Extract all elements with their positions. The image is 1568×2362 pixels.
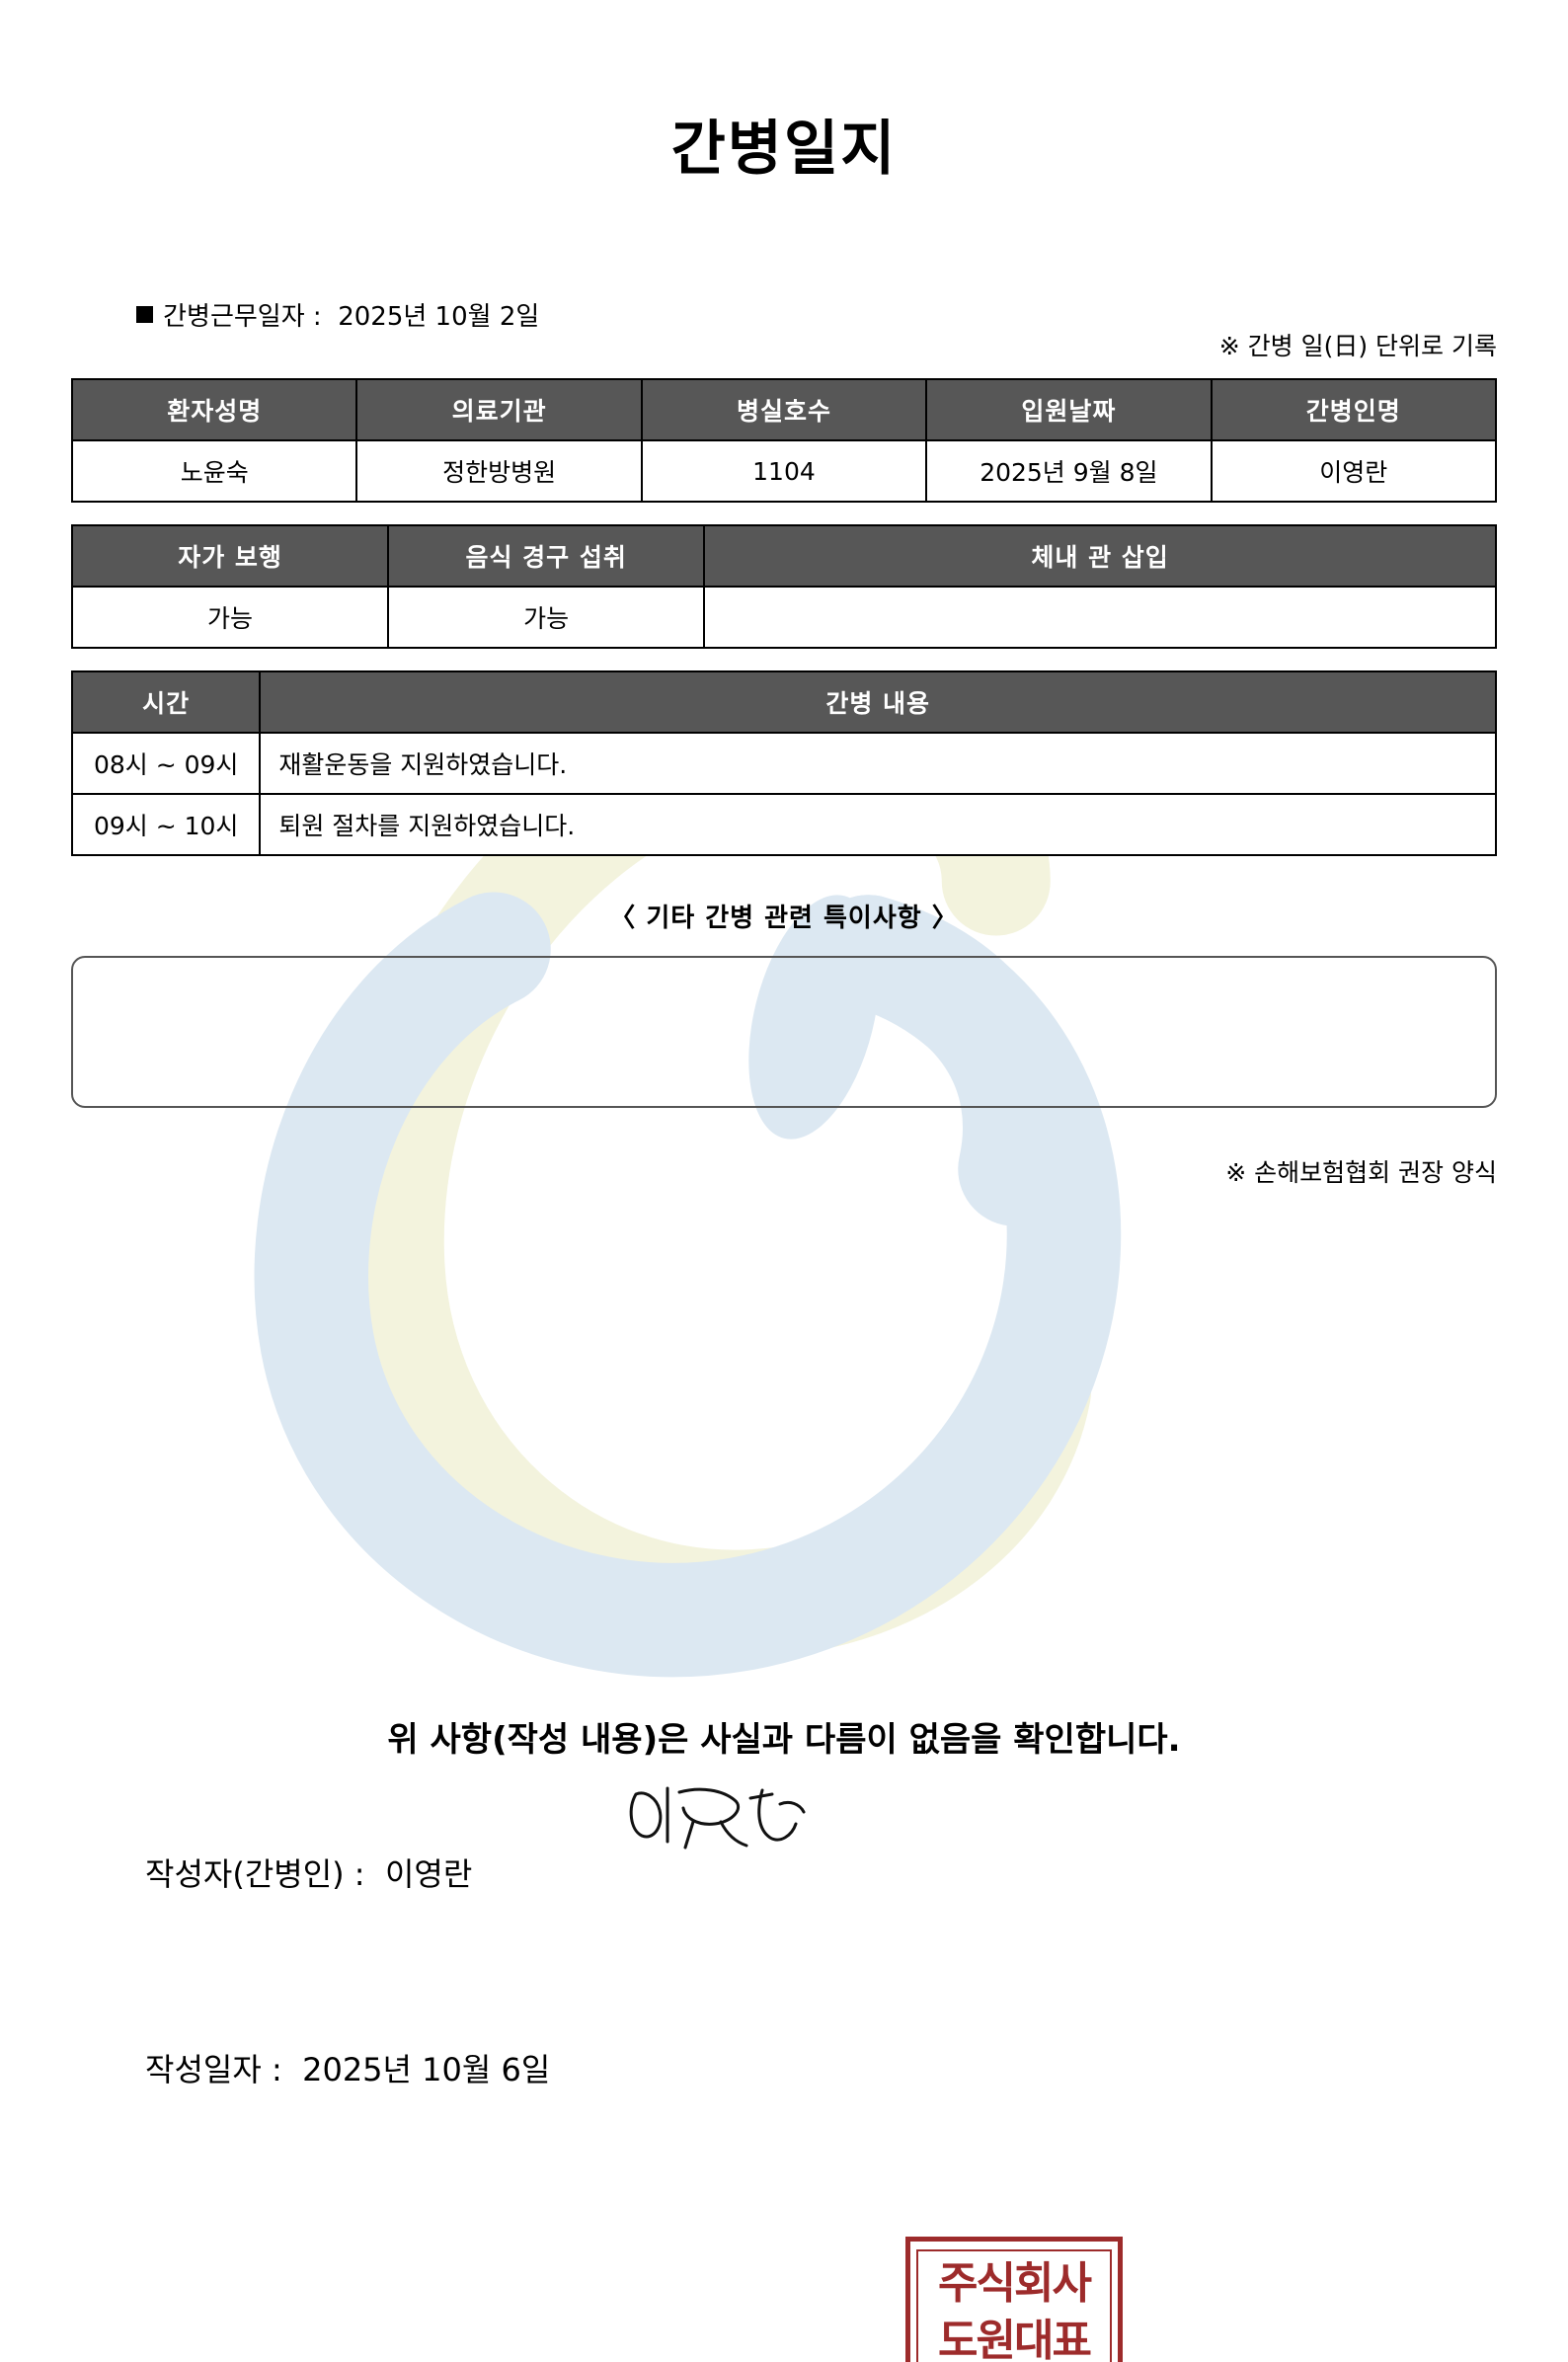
header-admission-date: 입원날짜 [925,378,1213,441]
meta-row: 간병근무일자 : 2025년 10월 2일 ※ 간병 일(日) 단위로 기록 [71,267,1497,362]
header-internal-tube-insertion: 체내 관 삽입 [703,524,1497,588]
handwritten-signature [629,1786,806,1850]
value-time-2: 09시 ~ 10시 [70,793,262,856]
company-signature-row: 주식회사 도원 대표이사 주식회사 도원대표 이사의인 [71,2237,1497,2362]
patient-condition-table: 자가 보행 음식 경구 섭취 체내 관 삽입 가능 가능 [70,524,1497,649]
value-patient-name: 노윤숙 [70,439,358,503]
value-admission-date: 2025년 9월 8일 [925,439,1213,503]
value-internal-tube-insertion [703,586,1497,649]
seal-line-1: 주식회사 [938,2258,1092,2309]
header-patient-name: 환자성명 [70,378,358,441]
care-log-table: 시간 간병 내용 08시 ~ 09시 재활운동을 지원하였습니다. 09시 ~ … [70,670,1497,856]
table-header-row: 환자성명 의료기관 병실호수 입원날짜 간병인명 [70,378,1498,441]
value-care-content-1: 재활운동을 지원하였습니다. [259,732,1497,795]
author-line: 작성자(간병인) : 이영란 [71,1786,1497,1970]
seal-line-2: 도원대표 [938,2316,1092,2362]
header-care-content: 간병 내용 [259,670,1497,734]
header-caregiver-name: 간병인명 [1210,378,1498,441]
value-room-number: 1104 [640,439,928,503]
author-name: 이영란 [384,1855,473,1893]
form-source-note: ※ 손해보험협회 권장 양식 [1225,1158,1497,1187]
header-oral-food-intake: 음식 경구 섭취 [387,524,706,588]
work-date-block: 간병근무일자 : 2025년 10월 2일 [71,267,539,362]
value-time-1: 08시 ~ 09시 [70,732,262,795]
header-room-number: 병실호수 [640,378,928,441]
confirmation-statement: 위 사항(작성 내용)은 사실과 다름이 없음을 확인합니다. [387,1720,1181,1760]
company-seal-stamp: 주식회사 도원대표 이사의인 [905,2237,1123,2362]
table-row: 가능 가능 [70,586,1497,649]
table-row: 09시 ~ 10시 퇴원 절차를 지원하였습니다. [70,793,1497,856]
written-date-label: 작성일자 : [145,2051,282,2088]
header-self-ambulation: 자가 보행 [70,524,390,588]
work-date-label: 간병근무일자 : [163,302,322,332]
table-row: 노윤숙 정한방병원 1104 2025년 9월 8일 이영란 [70,439,1498,503]
work-date-value: 2025년 10월 2일 [338,302,540,332]
written-date-line: 작성일자 : 2025년 10월 6일 [71,2008,1497,2128]
table-row: 08시 ~ 09시 재활운동을 지원하였습니다. [70,732,1497,795]
record-unit-note: ※ 간병 일(日) 단위로 기록 [1218,332,1497,360]
value-medical-institution: 정한방병원 [355,439,643,503]
value-care-content-2: 퇴원 절차를 지원하였습니다. [259,793,1497,856]
header-time: 시간 [70,670,262,734]
special-notes-title: 〈 기타 간병 관련 특이사항 〉 [609,904,959,933]
bullet-square-icon [136,306,154,323]
author-label: 작성자(간병인) : [145,1855,365,1893]
written-date-value: 2025년 10월 6일 [302,2051,551,2088]
table-header-row: 시간 간병 내용 [70,670,1497,734]
value-oral-food-intake: 가능 [387,586,706,649]
header-medical-institution: 의료기관 [355,378,643,441]
page-title: 간병일지 [670,115,898,184]
seal-inner-frame: 주식회사 도원대표 이사의인 [916,2249,1112,2362]
patient-info-table: 환자성명 의료기관 병실호수 입원날짜 간병인명 노윤숙 정한방병원 1104 … [70,378,1498,503]
value-self-ambulation: 가능 [70,586,390,649]
value-caregiver-name: 이영란 [1210,439,1498,503]
special-notes-box[interactable] [71,956,1497,1108]
table-header-row: 자가 보행 음식 경구 섭취 체내 관 삽입 [70,524,1497,588]
